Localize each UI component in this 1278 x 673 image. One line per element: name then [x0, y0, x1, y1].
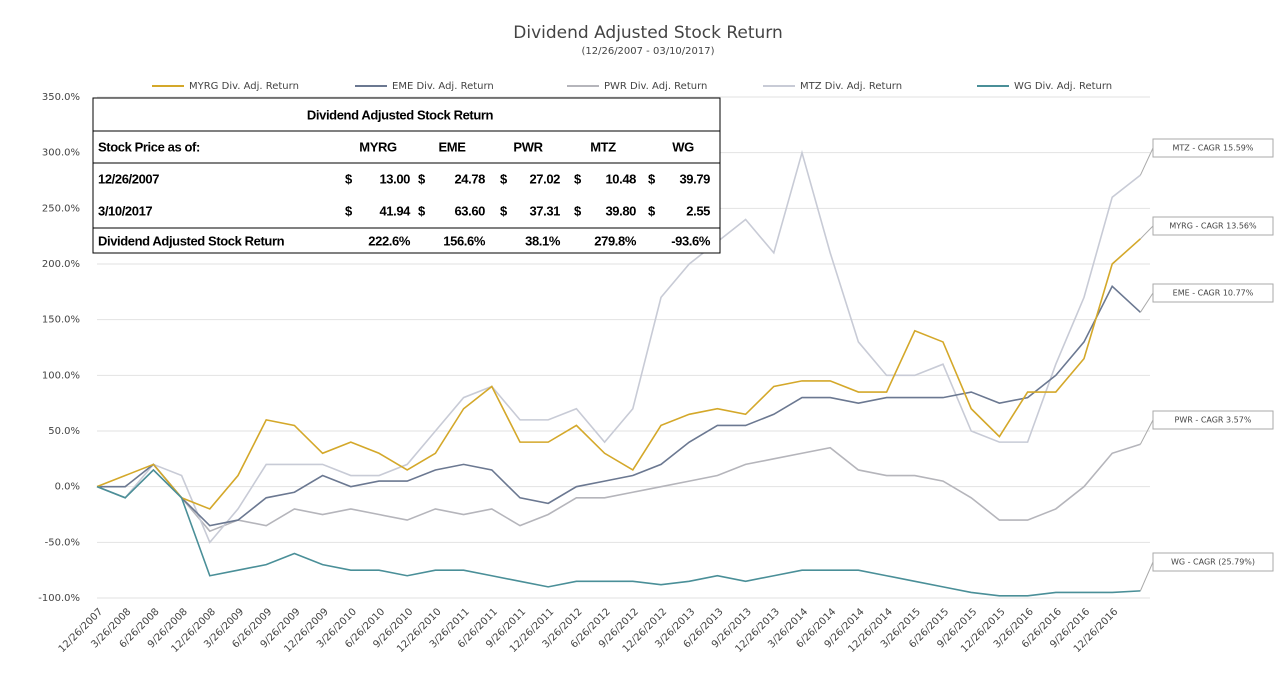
series-line — [97, 284, 1141, 527]
annotation-box — [1152, 138, 1274, 158]
legend-label: EME Div. Adj. Return — [392, 81, 494, 92]
y-tick-label: -50.0% — [45, 537, 80, 548]
annotation: WG - CAGR (25.79%) — [1171, 558, 1255, 567]
y-tick-label: 150.0% — [42, 315, 80, 326]
table-cell: 279.8% — [594, 233, 637, 248]
table-box — [92, 97, 721, 254]
legend-label: MTZ Div. Adj. Return — [800, 81, 902, 92]
table-header: MYRG — [359, 139, 397, 154]
annotation: MYRG - CAGR 13.56% — [1169, 222, 1257, 231]
legend-label: PWR Div. Adj. Return — [604, 81, 707, 92]
chart-subtitle: (12/26/2007 - 03/10/2017) — [581, 46, 714, 57]
table-row-label: Dividend Adjusted Stock Return — [98, 233, 285, 248]
y-tick-label: 200.0% — [42, 259, 80, 270]
y-tick-label: 0.0% — [55, 482, 80, 493]
table-currency: $ — [648, 203, 656, 218]
table-cell: 37.31 — [529, 203, 560, 218]
table-cell: 13.00 — [379, 171, 410, 186]
annotation-connector — [1139, 561, 1154, 592]
table-currency: $ — [648, 171, 656, 186]
table-title: Dividend Adjusted Stock Return — [307, 107, 494, 122]
annotation: MTZ - CAGR 15.59% — [1173, 144, 1254, 153]
table-cell: 38.1% — [525, 233, 561, 248]
annotation-connector — [1139, 147, 1154, 176]
series-line — [96, 149, 1141, 544]
table-currency: $ — [500, 171, 508, 186]
annotation-box — [1152, 552, 1274, 572]
table-currency: $ — [345, 203, 353, 218]
table-cell: 27.02 — [529, 171, 560, 186]
table-cell: -93.6% — [671, 233, 711, 248]
annotation-box — [1152, 410, 1274, 430]
table-cell: 156.6% — [443, 233, 486, 248]
annotation: PWR - CAGR 3.57% — [1175, 416, 1252, 425]
table-cell: 63.60 — [454, 203, 485, 218]
table-row-label: 3/10/2017 — [98, 203, 152, 218]
table-currency: $ — [574, 203, 582, 218]
y-tick-label: 350.0% — [42, 92, 80, 103]
table-header: Stock Price as of: — [98, 139, 200, 154]
y-tick-label: -100.0% — [38, 593, 80, 604]
annotation-box — [1152, 216, 1274, 236]
series-line — [96, 238, 1141, 510]
table-cell: 24.78 — [454, 171, 485, 186]
table-cell: 10.48 — [605, 171, 636, 186]
legend-label: WG Div. Adj. Return — [1014, 81, 1112, 92]
table-header: EME — [439, 139, 467, 154]
annotation-connector — [1139, 292, 1154, 313]
table-cell: 39.80 — [605, 203, 636, 218]
table-cell: 39.79 — [679, 171, 710, 186]
table-currency: $ — [500, 203, 508, 218]
table-header: MTZ — [590, 139, 616, 154]
table-header: WG — [672, 139, 694, 154]
table-header: PWR — [513, 139, 543, 154]
series-line — [96, 468, 1141, 597]
table-currency: $ — [574, 171, 582, 186]
legend-label: MYRG Div. Adj. Return — [189, 81, 299, 92]
y-tick-label: 100.0% — [42, 370, 80, 381]
table-cell: 222.6% — [368, 233, 411, 248]
table-currency: $ — [418, 203, 426, 218]
table-currency: $ — [345, 171, 353, 186]
chart-title: Dividend Adjusted Stock Return — [513, 23, 782, 43]
table-cell: 41.94 — [379, 203, 411, 218]
table-currency: $ — [418, 171, 426, 186]
annotation-box — [1152, 283, 1274, 303]
annotation-connector — [1139, 419, 1154, 445]
annotation-connector — [1140, 225, 1154, 240]
y-tick-label: 300.0% — [42, 148, 80, 159]
annotation: EME - CAGR 10.77% — [1173, 289, 1254, 298]
table-cell: 2.55 — [686, 203, 710, 218]
table-row-label: 12/26/2007 — [98, 171, 159, 186]
y-tick-label: 250.0% — [42, 203, 80, 214]
series-line — [96, 443, 1141, 533]
y-tick-label: 50.0% — [48, 426, 80, 437]
